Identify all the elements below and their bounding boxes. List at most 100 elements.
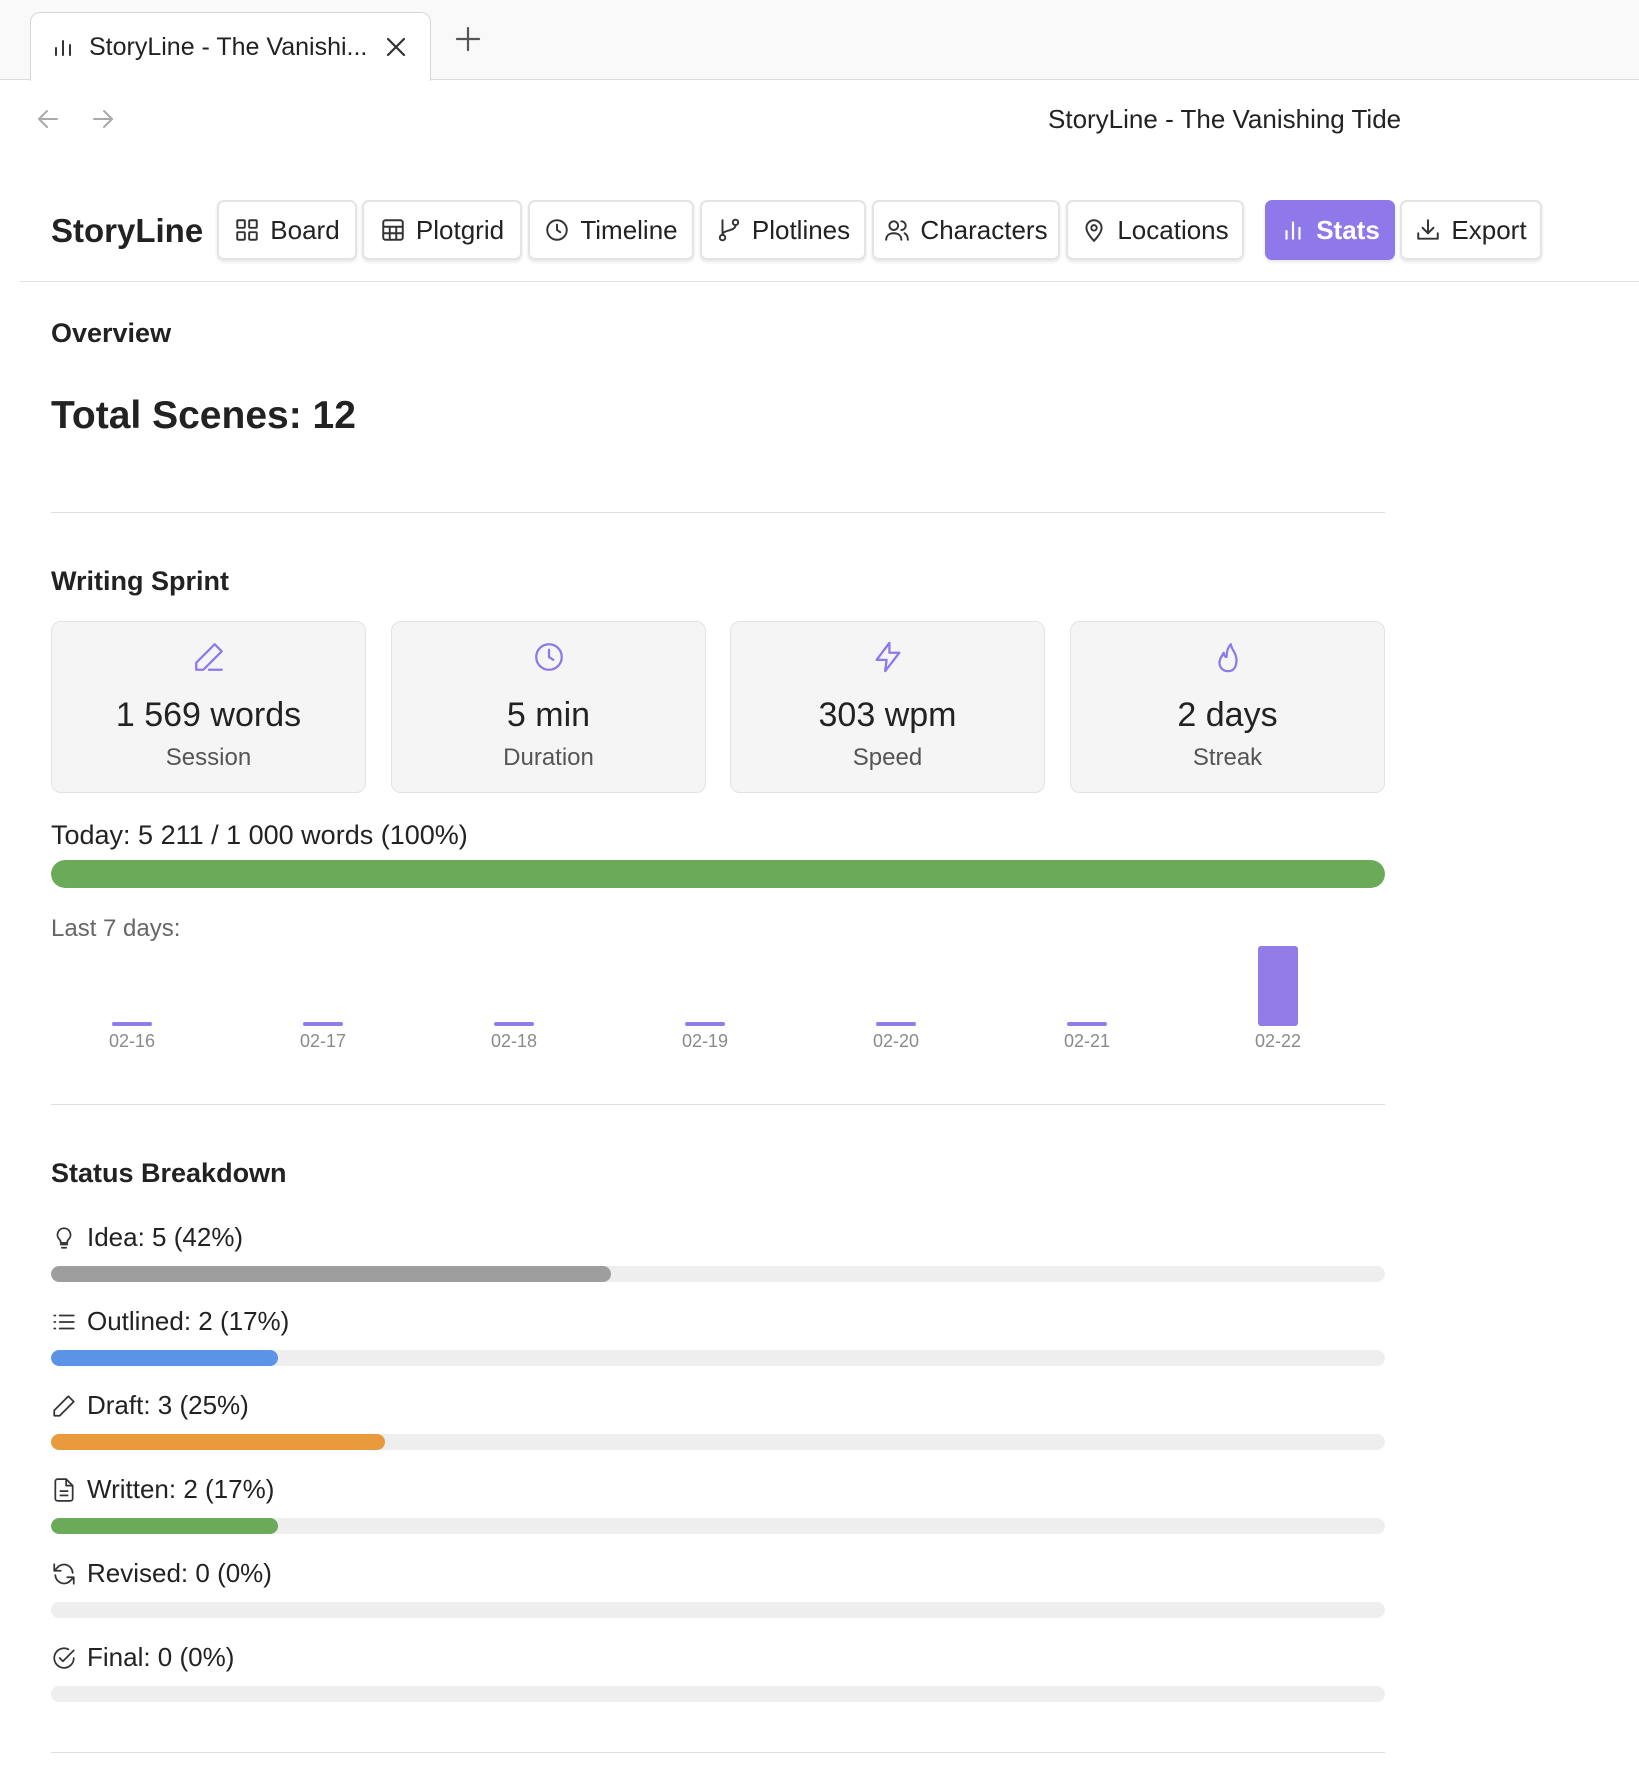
streak-card: 2 days Streak — [1070, 621, 1385, 793]
users-icon — [884, 217, 910, 243]
chart-bar — [303, 1022, 343, 1026]
status-label-text: Revised: 0 (0%) — [87, 1558, 272, 1588]
status-fill — [51, 1350, 278, 1366]
locations-button[interactable]: Locations — [1066, 200, 1244, 260]
sprint-cards: 1 569 words Session 5 min Duration 303 w… — [51, 621, 1385, 793]
refresh-icon — [51, 1561, 77, 1587]
last-7-days-chart: 02-16 02-17 02-18 02-19 02-20 02-21 02-22 — [51, 942, 1385, 1052]
chart-bar — [685, 1022, 725, 1026]
git-branch-icon — [716, 217, 742, 243]
chart-tick-label: 02-20 — [872, 1031, 920, 1051]
status-row-outlined: Outlined: 2 (17%) — [51, 1306, 1385, 1386]
total-scenes: Total Scenes: 12 — [51, 394, 356, 437]
plotlines-button[interactable]: Plotlines — [700, 200, 866, 260]
status-label-outlined: Outlined: 2 (17%) — [51, 1306, 289, 1337]
close-icon[interactable] — [382, 33, 410, 61]
chart-column: 02-19 — [660, 942, 750, 1052]
status-label-written: Written: 2 (17%) — [51, 1474, 274, 1505]
session-value: 1 569 words — [115, 696, 302, 734]
forward-arrow-icon[interactable] — [88, 104, 118, 134]
status-label-text: Written: 2 (17%) — [87, 1474, 275, 1504]
plus-icon[interactable] — [451, 22, 485, 56]
plotlines-button-label: Plotlines — [751, 214, 851, 245]
export-button[interactable]: Export — [1400, 200, 1542, 260]
writing-sprint-heading: Writing Sprint — [51, 566, 229, 596]
status-label-draft: Draft: 3 (25%) — [51, 1390, 249, 1421]
export-button-label: Export — [1451, 214, 1527, 245]
chart-bar — [876, 1022, 916, 1026]
status-label-text: Outlined: 2 (17%) — [87, 1306, 290, 1336]
download-icon — [1415, 217, 1441, 243]
status-row-written: Written: 2 (17%) — [51, 1474, 1385, 1554]
stats-button-label: Stats — [1316, 214, 1380, 245]
status-track — [51, 1518, 1385, 1534]
status-fill — [51, 1266, 612, 1282]
browser-nav-row: StoryLine - The Vanishing Tide — [0, 82, 1639, 162]
status-fill — [51, 1518, 278, 1534]
pencil-icon — [51, 1393, 77, 1419]
characters-button-label: Characters — [920, 214, 1048, 245]
timeline-button[interactable]: Timeline — [528, 200, 694, 260]
timeline-button-label: Timeline — [580, 214, 678, 245]
lightning-icon — [871, 640, 905, 674]
browser-tab-strip: StoryLine - The Vanishi... — [0, 0, 1639, 81]
page-title: StoryLine - The Vanishing Tide — [1048, 104, 1402, 134]
status-track — [51, 1434, 1385, 1450]
stats-button[interactable]: Stats — [1265, 200, 1395, 260]
status-label-text: Draft: 3 (25%) — [87, 1390, 249, 1420]
back-arrow-icon[interactable] — [33, 104, 63, 134]
chart-tick-label: 02-16 — [108, 1031, 156, 1051]
browser-tab[interactable]: StoryLine - The Vanishi... — [30, 12, 431, 81]
map-pin-icon — [1081, 217, 1107, 243]
chart-column: 02-21 — [1042, 942, 1132, 1052]
status-track — [51, 1350, 1385, 1366]
characters-button[interactable]: Characters — [872, 200, 1060, 260]
status-track — [51, 1602, 1385, 1618]
clock-icon — [532, 640, 566, 674]
status-row-final: Final: 0 (0%) — [51, 1642, 1385, 1722]
today-progress-bar — [51, 860, 1385, 888]
chart-column: 02-18 — [469, 942, 559, 1052]
status-label-revised: Revised: 0 (0%) — [51, 1558, 272, 1589]
duration-value: 5 min — [506, 696, 591, 734]
app-header: StoryLine Board Plotgrid Timeline Plotli… — [20, 198, 1639, 282]
bar-chart-icon — [51, 35, 75, 59]
locations-button-label: Locations — [1117, 214, 1229, 245]
chart-bar — [494, 1022, 534, 1026]
lightbulb-icon — [51, 1225, 77, 1251]
divider — [51, 1752, 1385, 1753]
status-row-revised: Revised: 0 (0%) — [51, 1558, 1385, 1638]
chart-bar — [112, 1022, 152, 1026]
list-icon — [51, 1309, 77, 1335]
speed-card: 303 wpm Speed — [730, 621, 1045, 793]
app-brand: StoryLine — [51, 212, 204, 249]
status-track — [51, 1686, 1385, 1702]
pencil-icon — [192, 640, 226, 674]
status-fill — [51, 1434, 385, 1450]
speed-value: 303 wpm — [818, 696, 957, 734]
grid-icon — [234, 217, 260, 243]
document-icon — [51, 1477, 77, 1503]
chart-tick-label: 02-18 — [490, 1031, 538, 1051]
chart-tick-label: 02-22 — [1254, 1031, 1302, 1051]
status-label-text: Idea: 5 (42%) — [87, 1222, 244, 1252]
plotgrid-button[interactable]: Plotgrid — [362, 200, 522, 260]
chart-column: 02-17 — [278, 942, 368, 1052]
duration-label: Duration — [503, 744, 594, 771]
table-icon — [380, 217, 406, 243]
divider — [51, 1104, 1385, 1105]
streak-value: 2 days — [1177, 696, 1278, 734]
session-label: Session — [165, 744, 252, 771]
status-label-final: Final: 0 (0%) — [51, 1642, 234, 1673]
tab-title: StoryLine - The Vanishi... — [89, 32, 368, 61]
board-button-label: Board — [270, 214, 340, 245]
chart-tick-label: 02-19 — [681, 1031, 729, 1051]
divider — [51, 512, 1385, 513]
streak-label: Streak — [1192, 744, 1263, 771]
chart-tick-label: 02-21 — [1063, 1031, 1111, 1051]
last-7-days-label: Last 7 days: — [51, 915, 181, 942]
plotgrid-button-label: Plotgrid — [415, 214, 505, 245]
board-button[interactable]: Board — [217, 200, 357, 260]
chart-bar — [1067, 1022, 1107, 1026]
chart-column: 02-22 — [1233, 942, 1323, 1052]
